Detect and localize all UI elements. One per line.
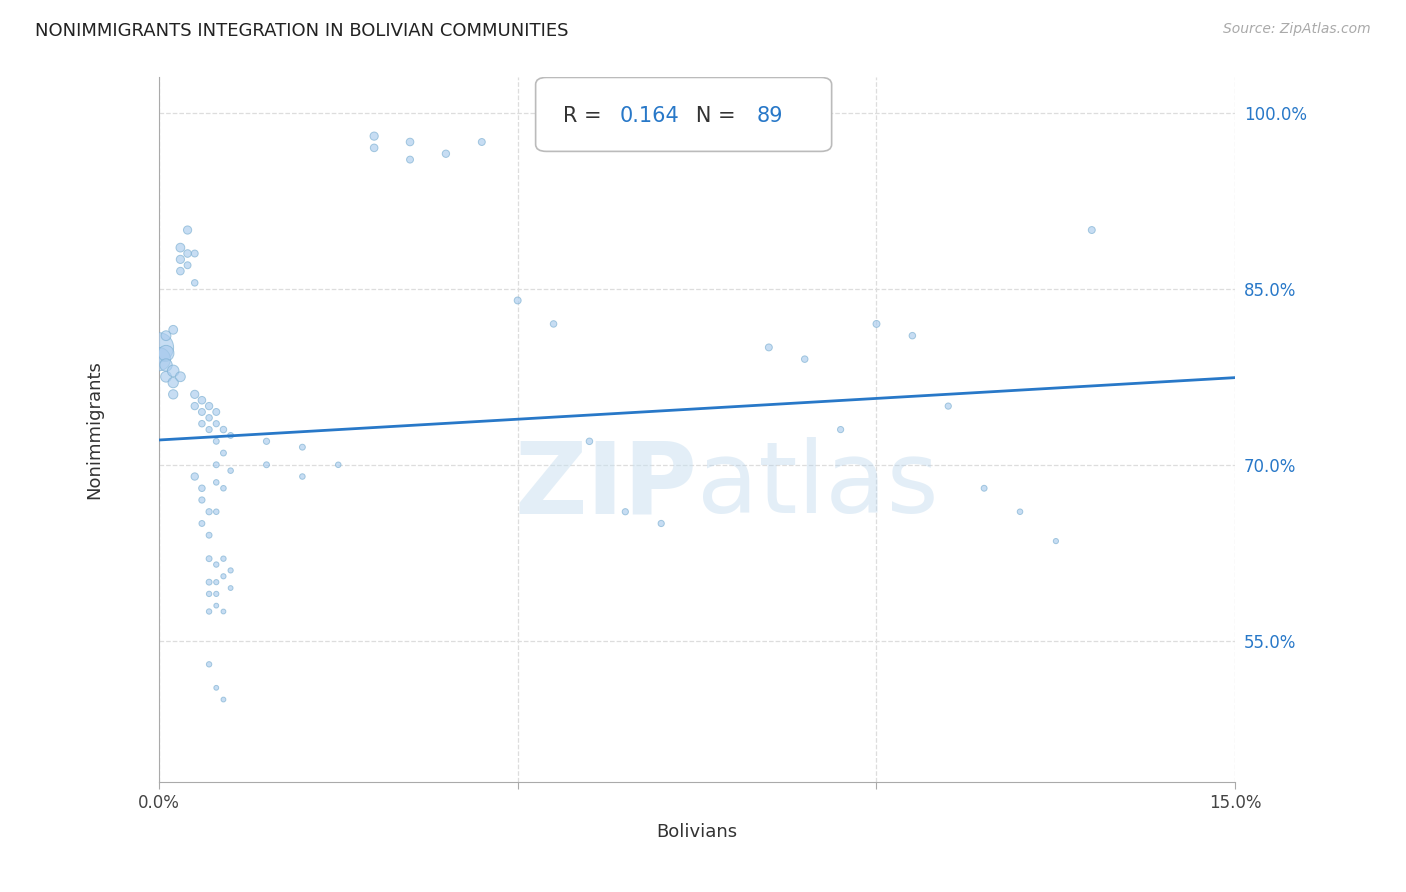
Point [205,599,228,613]
Point [191,493,214,508]
Point [205,405,228,419]
Point [973,481,995,495]
Point [399,135,422,149]
Point [169,264,191,278]
Point [162,376,184,390]
Point [198,423,221,437]
Point [219,581,242,595]
Text: NONIMMIGRANTS INTEGRATION IN BOLIVIAN COMMUNITIES: NONIMMIGRANTS INTEGRATION IN BOLIVIAN CO… [35,22,568,40]
Point [198,410,221,425]
Point [155,346,177,360]
Point [830,423,852,437]
Point [191,481,214,495]
Point [1045,534,1067,549]
Point [162,387,184,401]
Point [901,328,924,343]
Point [176,258,198,272]
Point [291,440,314,454]
Point [191,405,214,419]
Point [198,528,221,542]
Point [256,434,278,449]
Point [148,340,170,354]
Point [155,369,177,384]
Point [148,352,170,367]
Point [212,423,235,437]
Point [434,146,457,161]
Point [212,692,235,706]
Point [212,481,235,495]
Point [205,587,228,601]
Point [205,434,228,449]
Point [543,317,565,331]
Text: 89: 89 [756,106,783,126]
Point [205,575,228,590]
Point [198,399,221,413]
Point [399,153,422,167]
Point [1081,223,1104,237]
Point [198,505,221,519]
Point [169,241,191,255]
Point [219,464,242,478]
Point [578,434,600,449]
Point [506,293,529,308]
Point [363,141,385,155]
Point [205,558,228,572]
Point [758,340,780,354]
Point [205,681,228,695]
Point [198,657,221,672]
Text: R =: R = [562,106,607,126]
Point [205,458,228,472]
Point [1008,505,1031,519]
Point [155,358,177,372]
Y-axis label: Nonimmigrants: Nonimmigrants [86,360,103,499]
Text: Source: ZipAtlas.com: Source: ZipAtlas.com [1223,22,1371,37]
Point [212,569,235,583]
Point [219,428,242,442]
Point [176,223,198,237]
Text: 0.164: 0.164 [620,106,679,126]
Point [205,417,228,431]
Point [169,369,191,384]
Point [198,605,221,619]
Text: N =: N = [675,106,742,126]
Point [184,399,207,413]
Point [184,246,207,260]
Point [191,516,214,531]
Point [865,317,887,331]
Point [184,469,207,483]
FancyBboxPatch shape [536,78,831,152]
Point [650,516,672,531]
Point [363,129,385,144]
Text: ZIP: ZIP [515,437,697,534]
Point [205,505,228,519]
Point [212,551,235,566]
Point [155,328,177,343]
Point [162,323,184,337]
Point [191,417,214,431]
Point [198,587,221,601]
Point [198,551,221,566]
Point [184,276,207,290]
Point [219,563,242,577]
Point [184,387,207,401]
Point [793,352,815,367]
Point [614,505,637,519]
Point [169,252,191,267]
Point [205,475,228,490]
Point [212,446,235,460]
Point [198,575,221,590]
Point [291,469,314,483]
X-axis label: Bolivians: Bolivians [657,823,738,841]
Point [471,135,494,149]
Point [936,399,959,413]
Point [328,458,350,472]
Text: atlas: atlas [697,437,939,534]
Point [162,364,184,378]
Point [191,393,214,408]
Point [212,605,235,619]
Point [256,458,278,472]
Point [176,246,198,260]
